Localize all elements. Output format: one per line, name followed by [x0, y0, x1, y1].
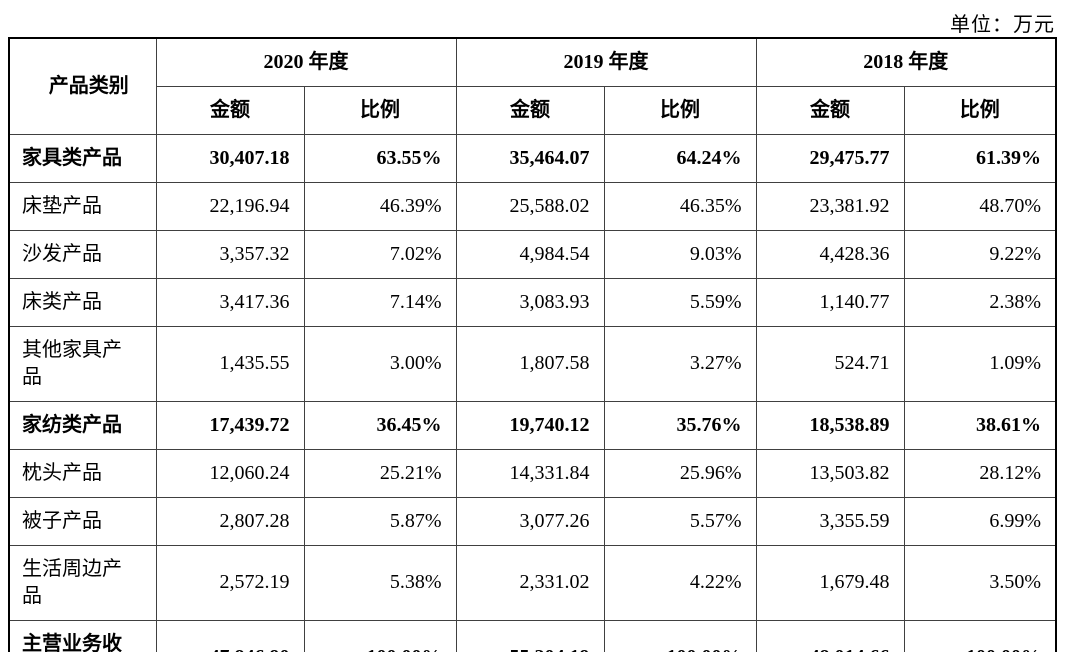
ratio-cell: 1.09%	[903, 325, 1057, 402]
row-label: 家具类产品	[8, 133, 157, 183]
table-row: 沙发产品 3,357.32 7.02% 4,984.54 9.03% 4,428.36 9.…	[8, 229, 1057, 279]
amount-cell: 22,196.94	[155, 181, 305, 231]
amount-cell: 2,807.28	[155, 496, 305, 546]
ratio-cell: 9.03%	[603, 229, 757, 279]
amount-cell: 12,060.24	[155, 448, 305, 498]
amount-cell: 47,846.90	[155, 619, 305, 652]
ratio-cell: 5.38%	[303, 544, 457, 621]
ratio-cell: 4.22%	[603, 544, 757, 621]
column-header-product-category: 产品类别	[8, 37, 157, 135]
row-label: 床类产品	[8, 277, 157, 327]
header-row-subcolumns: 金额 比例 金额 比例 金额 比例	[9, 85, 1057, 135]
amount-cell: 35,464.07	[455, 133, 605, 183]
revenue-by-product-table: 产品类别 2020 年度 2019 年度 2018 年度 金额 比例 金额 比例…	[8, 37, 1057, 652]
ratio-cell: 3.50%	[903, 544, 1057, 621]
ratio-cell: 5.87%	[303, 496, 457, 546]
ratio-cell: 5.57%	[603, 496, 757, 546]
amount-cell: 3,417.36	[155, 277, 305, 327]
column-header-year-2018: 2018 年度	[755, 37, 1057, 87]
amount-cell: 4,984.54	[455, 229, 605, 279]
ratio-cell: 61.39%	[903, 133, 1057, 183]
ratio-cell: 3.27%	[603, 325, 757, 402]
ratio-cell: 25.96%	[603, 448, 757, 498]
ratio-cell: 64.24%	[603, 133, 757, 183]
amount-cell: 1,679.48	[755, 544, 905, 621]
ratio-cell: 35.76%	[603, 400, 757, 450]
table-row: 主营业务收入合计47,846.90100.00%55,204.19100.00%…	[8, 619, 1057, 652]
table-row: 枕头产品 12,060.24 25.21% 14,331.84 25.96% 13,503…	[8, 448, 1057, 498]
row-label: 主营业务收入合计	[8, 619, 157, 652]
ratio-cell: 100.00%	[603, 619, 757, 652]
ratio-cell: 2.38%	[903, 277, 1057, 327]
row-label: 其他家具产品	[8, 325, 157, 402]
subheader-ratio-2018: 比例	[903, 85, 1057, 135]
row-label: 枕头产品	[8, 448, 157, 498]
amount-cell: 1,140.77	[755, 277, 905, 327]
ratio-cell: 5.59%	[603, 277, 757, 327]
ratio-cell: 3.00%	[303, 325, 457, 402]
amount-cell: 1,807.58	[455, 325, 605, 402]
table-row: 被子产品 2,807.28 5.87% 3,077.26 5.57% 3,355.59 6.…	[8, 496, 1057, 546]
amount-cell: 23,381.92	[755, 181, 905, 231]
row-label: 家纺类产品	[8, 400, 157, 450]
amount-cell: 18,538.89	[755, 400, 905, 450]
table-row: 家纺类产品 17,439.72 36.45% 19,740.12 35.76% 18,53…	[8, 400, 1057, 450]
amount-cell: 3,357.32	[155, 229, 305, 279]
amount-cell: 1,435.55	[155, 325, 305, 402]
ratio-cell: 100.00%	[903, 619, 1057, 652]
ratio-cell: 63.55%	[303, 133, 457, 183]
ratio-cell: 46.35%	[603, 181, 757, 231]
ratio-cell: 6.99%	[903, 496, 1057, 546]
amount-cell: 29,475.77	[755, 133, 905, 183]
table-row: 床垫产品 22,196.94 46.39% 25,588.02 46.35% 23,381…	[8, 181, 1057, 231]
amount-cell: 3,077.26	[455, 496, 605, 546]
amount-cell: 3,083.93	[455, 277, 605, 327]
amount-cell: 2,331.02	[455, 544, 605, 621]
column-header-year-2019: 2019 年度	[455, 37, 757, 87]
amount-cell: 17,439.72	[155, 400, 305, 450]
table-row: 生活周边产品 2,572.19 5.38% 2,331.02 4.22% 1,679.48…	[8, 544, 1057, 621]
amount-cell: 13,503.82	[755, 448, 905, 498]
table-row: 其他家具产品 1,435.55 3.00% 1,807.58 3.27% 524.71 1.…	[8, 325, 1057, 402]
ratio-cell: 9.22%	[903, 229, 1057, 279]
amount-cell: 48,014.66	[755, 619, 905, 652]
amount-cell: 55,204.19	[455, 619, 605, 652]
ratio-cell: 48.70%	[903, 181, 1057, 231]
table-row: 家具类产品 30,407.18 63.55% 35,464.07 64.24% 29,47…	[8, 133, 1057, 183]
row-label: 被子产品	[8, 496, 157, 546]
ratio-cell: 25.21%	[303, 448, 457, 498]
subheader-ratio-2019: 比例	[603, 85, 757, 135]
header-row-years: 产品类别 2020 年度 2019 年度 2018 年度	[8, 37, 1057, 135]
ratio-cell: 7.02%	[303, 229, 457, 279]
ratio-cell: 28.12%	[903, 448, 1057, 498]
ratio-cell: 100.00%	[303, 619, 457, 652]
amount-cell: 3,355.59	[755, 496, 905, 546]
row-label: 床垫产品	[8, 181, 157, 231]
amount-cell: 25,588.02	[455, 181, 605, 231]
amount-cell: 2,572.19	[155, 544, 305, 621]
table-row: 床类产品 3,417.36 7.14% 3,083.93 5.59% 1,140.77 2.…	[8, 277, 1057, 327]
ratio-cell: 36.45%	[303, 400, 457, 450]
row-label: 生活周边产品	[8, 544, 157, 621]
amount-cell: 30,407.18	[155, 133, 305, 183]
row-label: 沙发产品	[8, 229, 157, 279]
ratio-cell: 38.61%	[903, 400, 1057, 450]
subheader-ratio-2020: 比例	[303, 85, 457, 135]
column-header-year-2020: 2020 年度	[155, 37, 457, 87]
amount-cell: 4,428.36	[755, 229, 905, 279]
amount-cell: 524.71	[755, 325, 905, 402]
subheader-amount-2018: 金额	[755, 85, 905, 135]
amount-cell: 14,331.84	[455, 448, 605, 498]
ratio-cell: 46.39%	[303, 181, 457, 231]
subheader-amount-2020: 金额	[155, 85, 305, 135]
subheader-amount-2019: 金额	[455, 85, 605, 135]
amount-cell: 19,740.12	[455, 400, 605, 450]
unit-label: 单位：万元	[950, 14, 1055, 36]
ratio-cell: 7.14%	[303, 277, 457, 327]
